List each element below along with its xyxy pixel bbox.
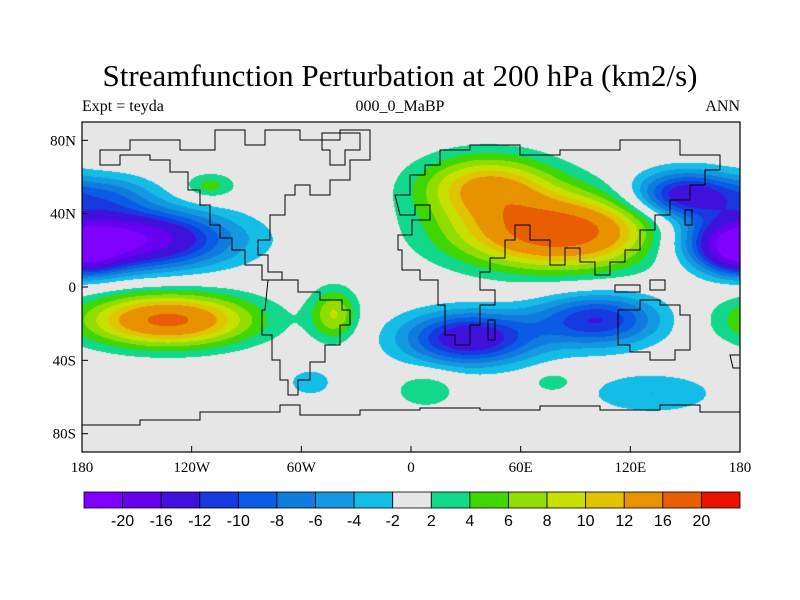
chart-title: Streamfunction Perturbation at 200 hPa (…	[102, 58, 698, 93]
y-tick-label: 40N	[50, 207, 76, 223]
colorbar-label: 16	[654, 513, 672, 530]
streamfunction-field	[82, 122, 740, 452]
colorbar-label: -16	[150, 513, 173, 530]
colorbar-swatch	[392, 491, 432, 509]
colorbar-label: 8	[543, 513, 552, 530]
x-tick-label: 180	[71, 460, 94, 476]
colorbar-swatch	[199, 491, 239, 509]
colorbar-swatch	[276, 491, 316, 509]
season-label: ANN	[705, 98, 740, 115]
colorbar-swatch	[315, 491, 355, 509]
colorbar-label: -10	[227, 513, 250, 530]
x-tick-label: 60W	[287, 460, 317, 476]
colorbar-label: -4	[347, 513, 361, 530]
map-axes: 180 120W 60W 0 60E 120E 180 80N 40N 0 40S 80S	[50, 133, 751, 476]
colorbar-label: 6	[504, 513, 513, 530]
colorbar-label: 2	[427, 513, 436, 530]
colorbar-label: 4	[465, 513, 474, 530]
colorbar-swatch	[237, 491, 278, 509]
colorbar-swatch	[353, 491, 394, 509]
colorbar-label: 20	[693, 513, 711, 530]
colorbar-swatch	[662, 491, 702, 509]
coastlines	[82, 129, 740, 426]
x-tick-label: 60E	[509, 460, 533, 476]
colorbar-swatch	[160, 491, 201, 509]
colorbar-swatch	[430, 491, 471, 509]
colorbar-swatch	[701, 491, 741, 509]
colorbar-swatch	[546, 491, 587, 509]
y-tick-label: 0	[69, 280, 77, 296]
colorbar-label: 10	[577, 513, 595, 530]
colorbar-label: -8	[270, 513, 284, 530]
experiment-label: Expt = teyda	[82, 98, 164, 115]
y-tick-label: 80S	[53, 427, 76, 443]
colorbar-label: -12	[188, 513, 211, 530]
colorbar-swatch	[585, 491, 625, 509]
y-tick-label: 40S	[53, 353, 76, 369]
colorbar-label: 12	[615, 513, 633, 530]
x-tick-label: 120E	[614, 460, 646, 476]
x-tick-label: 0	[407, 460, 415, 476]
x-tick-label: 120W	[173, 460, 211, 476]
colorbar-swatch	[469, 491, 509, 509]
colorbar-label: -2	[386, 513, 400, 530]
colorbar-swatch	[83, 491, 123, 509]
colorbar-label: -6	[308, 513, 322, 530]
colorbar: -20 -16 -12 -10 -8 -6 -4 -2 2 4 6 8 10 12 16 20	[83, 491, 741, 530]
time-label: 000_0_MaBP	[355, 98, 445, 115]
y-tick-label: 80N	[50, 133, 76, 149]
colorbar-swatch	[508, 491, 548, 509]
colorbar-label: -20	[111, 513, 134, 530]
colorbar-swatch	[122, 491, 162, 509]
colorbar-swatch	[623, 491, 664, 509]
x-tick-label: 180	[729, 460, 752, 476]
